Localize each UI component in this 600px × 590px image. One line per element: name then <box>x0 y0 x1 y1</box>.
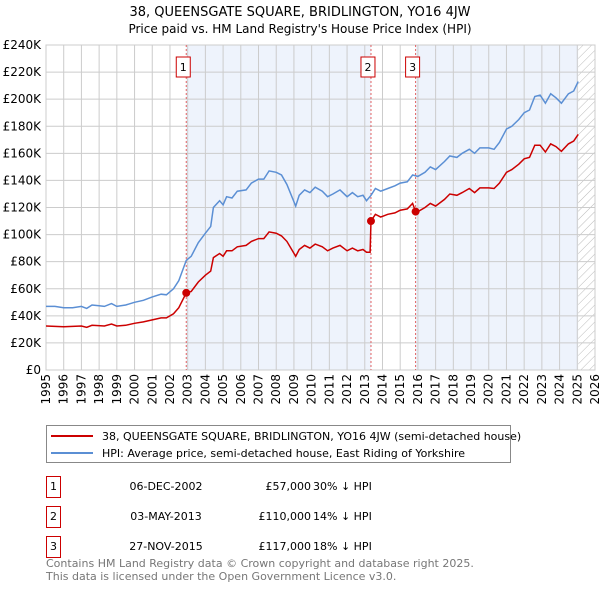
sale-number: 1 <box>46 476 61 498</box>
x-tick-label: 2017 <box>429 374 443 405</box>
x-tick-label: 1998 <box>92 374 106 405</box>
x-tick-label: 2009 <box>287 374 301 405</box>
plot-border <box>45 44 596 371</box>
sale-hpi-diff: 18% ↓ HPI <box>313 540 372 553</box>
sale-marker-label: 3 <box>409 61 416 74</box>
sale-hpi-diff: 14% ↓ HPI <box>313 510 372 523</box>
x-tick-label: 2014 <box>375 374 389 405</box>
legend-swatch-hpi <box>51 452 93 454</box>
x-tick-label: 2002 <box>163 374 177 405</box>
x-tick-label: 2003 <box>181 374 195 405</box>
sale-row: 1 06-DEC-2002 £57,000 30% ↓ HPI <box>46 476 446 498</box>
x-tick-label: 1999 <box>110 374 124 405</box>
x-tick-label: 2016 <box>411 374 425 405</box>
series-line-price <box>45 133 579 329</box>
legend-item-price: 38, QUEENSGATE SQUARE, BRIDLINGTON, YO16… <box>51 429 521 443</box>
sale-point <box>411 207 420 216</box>
x-tick-label: 2008 <box>269 374 283 405</box>
legend-label-hpi: HPI: Average price, semi-detached house,… <box>102 446 466 460</box>
footer-copyright: Contains HM Land Registry data © Crown c… <box>46 557 474 570</box>
x-tick-label: 2001 <box>145 374 159 405</box>
sale-price: £117,000 <box>258 540 312 553</box>
y-tick-label: £220K <box>3 65 43 79</box>
x-tick-label: 2012 <box>340 374 354 405</box>
series-line-hpi <box>46 81 579 310</box>
x-tick-label: 2015 <box>393 374 407 405</box>
x-tick-label: 1995 <box>39 374 53 405</box>
legend-swatch-price <box>51 435 93 437</box>
legend-item-hpi: HPI: Average price, semi-detached house,… <box>51 446 465 460</box>
x-tick-label: 2024 <box>553 374 567 405</box>
sale-marker-box <box>175 56 191 78</box>
y-tick-label: £100K <box>3 228 43 242</box>
sale-marker-box <box>405 56 421 78</box>
x-tick-label: 2019 <box>464 374 478 405</box>
sale-marker-label: 2 <box>364 61 371 74</box>
sale-point <box>366 217 375 226</box>
chart-subtitle: Price paid vs. HM Land Registry's House … <box>128 22 471 36</box>
x-tick-label: 2000 <box>128 374 142 405</box>
footer-licence: This data is licensed under the Open Gov… <box>46 570 397 583</box>
y-tick-label: £180K <box>3 119 43 133</box>
y-tick-label: £200K <box>3 92 43 106</box>
x-tick-label: 1996 <box>57 374 71 405</box>
chart-title: 38, QUEENSGATE SQUARE, BRIDLINGTON, YO16… <box>129 5 470 20</box>
y-tick-label: £160K <box>3 146 43 160</box>
x-tick-label: 1997 <box>74 374 88 405</box>
x-tick-label: 2004 <box>198 374 212 405</box>
y-tick-label: £240K <box>3 38 43 52</box>
sale-date: 03-MAY-2013 <box>130 510 202 523</box>
sale-marker-label: 1 <box>180 61 187 74</box>
sale-date: 06-DEC-2002 <box>129 480 203 493</box>
sale-row: 2 03-MAY-2013 £110,000 14% ↓ HPI <box>46 506 446 528</box>
y-tick-label: £120K <box>3 201 43 215</box>
y-tick-label: £0 <box>26 363 41 377</box>
legend-label-price: 38, QUEENSGATE SQUARE, BRIDLINGTON, YO16… <box>102 429 522 443</box>
x-tick-label: 2011 <box>322 374 336 405</box>
x-tick-label: 2010 <box>305 374 319 405</box>
y-tick-label: £20K <box>10 336 42 350</box>
legend: 38, QUEENSGATE SQUARE, BRIDLINGTON, YO16… <box>46 425 521 463</box>
y-tick-label: £80K <box>10 255 42 269</box>
x-tick-label: 2005 <box>216 374 230 405</box>
y-tick-label: £140K <box>3 173 43 187</box>
sale-row: 3 27-NOV-2015 £117,000 18% ↓ HPI <box>46 536 446 558</box>
sale-price: £57,000 <box>265 480 312 493</box>
sale-date: 27-NOV-2015 <box>129 540 203 553</box>
x-tick-label: 2013 <box>358 374 372 405</box>
x-tick-label: 2006 <box>234 374 248 405</box>
x-tick-label: 2025 <box>570 374 584 405</box>
footer: Contains HM Land Registry data © Crown c… <box>46 557 474 583</box>
sale-marker-box <box>360 56 376 78</box>
x-tick-label: 2018 <box>446 374 460 405</box>
x-tick-label: 2022 <box>517 374 531 405</box>
x-tick-label: 2023 <box>535 374 549 405</box>
x-tick-label: 2020 <box>482 374 496 405</box>
sale-point <box>182 288 191 297</box>
x-tick-label: 2007 <box>252 374 266 405</box>
sale-number: 3 <box>46 536 61 558</box>
sale-number: 2 <box>46 506 61 528</box>
y-tick-label: £60K <box>10 282 42 296</box>
x-tick-label: 2021 <box>499 374 513 405</box>
sale-hpi-diff: 30% ↓ HPI <box>313 480 372 493</box>
sale-price: £110,000 <box>258 510 312 523</box>
price-chart: 38, QUEENSGATE SQUARE, BRIDLINGTON, YO16… <box>3 5 600 405</box>
y-tick-label: £40K <box>10 309 42 323</box>
x-tick-label: 2026 <box>588 374 600 405</box>
